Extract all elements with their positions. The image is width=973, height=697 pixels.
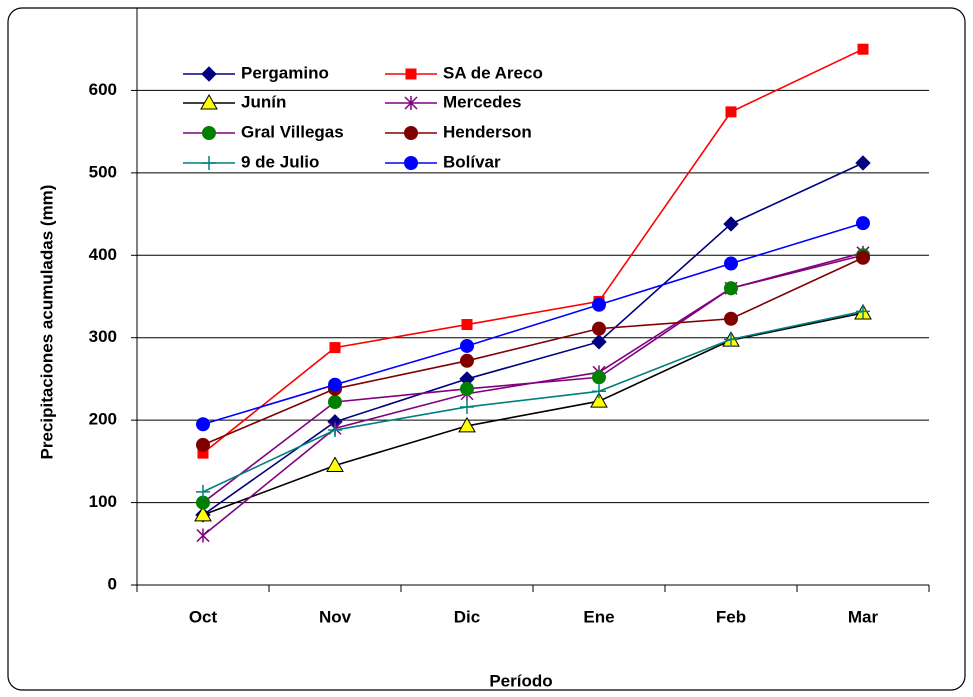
data-point xyxy=(328,377,342,392)
legend-label: 9 de Julio xyxy=(241,152,319,171)
series-line xyxy=(202,310,864,493)
y-axis-title: Precipitaciones acumuladas (mm) xyxy=(37,185,56,460)
legend-label: Pergamino xyxy=(241,63,329,82)
data-point xyxy=(856,304,870,319)
legend-label: Bolívar xyxy=(443,152,501,171)
data-point xyxy=(196,528,210,543)
y-tick-label: 0 xyxy=(108,574,117,593)
y-tick-label: 400 xyxy=(89,245,117,264)
data-point xyxy=(460,338,474,353)
data-point xyxy=(329,342,341,354)
legend-label: Gral Villegas xyxy=(241,122,344,141)
data-point xyxy=(724,311,738,326)
data-point xyxy=(460,381,474,396)
x-tick-label: Oct xyxy=(189,607,218,626)
series xyxy=(194,303,872,522)
legend: Pergamino SA de Areco Junín Mercedes Gral Vi… xyxy=(183,63,543,171)
legend-marker xyxy=(201,66,217,82)
data-point xyxy=(592,297,606,312)
data-point xyxy=(856,250,870,265)
y-tick-label: 300 xyxy=(89,327,117,346)
series-line xyxy=(202,162,864,516)
data-point xyxy=(196,484,210,499)
data-point xyxy=(724,256,738,271)
legend-marker xyxy=(200,93,218,110)
data-point xyxy=(592,321,606,336)
data-point xyxy=(857,43,869,55)
data-point xyxy=(855,155,871,171)
data-point xyxy=(326,456,344,472)
y-tick-label: 500 xyxy=(89,162,117,181)
data-point xyxy=(724,332,738,347)
data-point xyxy=(196,437,210,452)
data-point xyxy=(460,353,474,368)
data-point xyxy=(592,384,606,399)
x-tick-label: Ene xyxy=(583,607,614,626)
chart-border xyxy=(7,7,966,691)
series-line xyxy=(202,254,864,504)
legend-marker xyxy=(202,156,216,170)
legend-marker xyxy=(404,156,418,170)
x-tick-label: Mar xyxy=(848,607,879,626)
data-point xyxy=(458,416,476,433)
legend-marker xyxy=(404,96,418,110)
series-line xyxy=(202,48,864,454)
data-point xyxy=(723,216,739,232)
data-point xyxy=(460,399,474,414)
x-tick-label: Nov xyxy=(319,607,352,626)
data-point xyxy=(194,505,212,522)
y-tick-label: 100 xyxy=(89,492,117,511)
data-point xyxy=(328,395,342,410)
x-axis-title: Período xyxy=(489,671,552,690)
y-tick-label: 200 xyxy=(89,410,117,429)
x-tick-label: Feb xyxy=(716,607,746,626)
data-point xyxy=(725,106,737,118)
legend-label: Mercedes xyxy=(443,92,521,111)
series-line xyxy=(202,222,864,426)
series xyxy=(196,304,870,499)
data-point xyxy=(590,392,608,408)
legend-label: Henderson xyxy=(443,122,532,141)
legend-label: SA de Areco xyxy=(443,63,543,82)
series-line xyxy=(202,312,864,516)
series xyxy=(196,216,870,432)
data-point xyxy=(591,334,607,350)
x-tick-label: Dic xyxy=(454,607,480,626)
legend-marker xyxy=(404,126,418,140)
series xyxy=(197,43,869,459)
data-point xyxy=(724,281,738,296)
data-point xyxy=(592,370,606,385)
series-line xyxy=(202,257,864,446)
legend-label: Junín xyxy=(241,92,286,111)
data-point xyxy=(461,319,473,331)
legend-marker xyxy=(202,126,216,140)
data-point xyxy=(328,423,342,438)
legend-marker xyxy=(405,68,417,80)
y-tick-label: 600 xyxy=(89,80,117,99)
data-point xyxy=(856,216,870,231)
data-point xyxy=(196,417,210,432)
